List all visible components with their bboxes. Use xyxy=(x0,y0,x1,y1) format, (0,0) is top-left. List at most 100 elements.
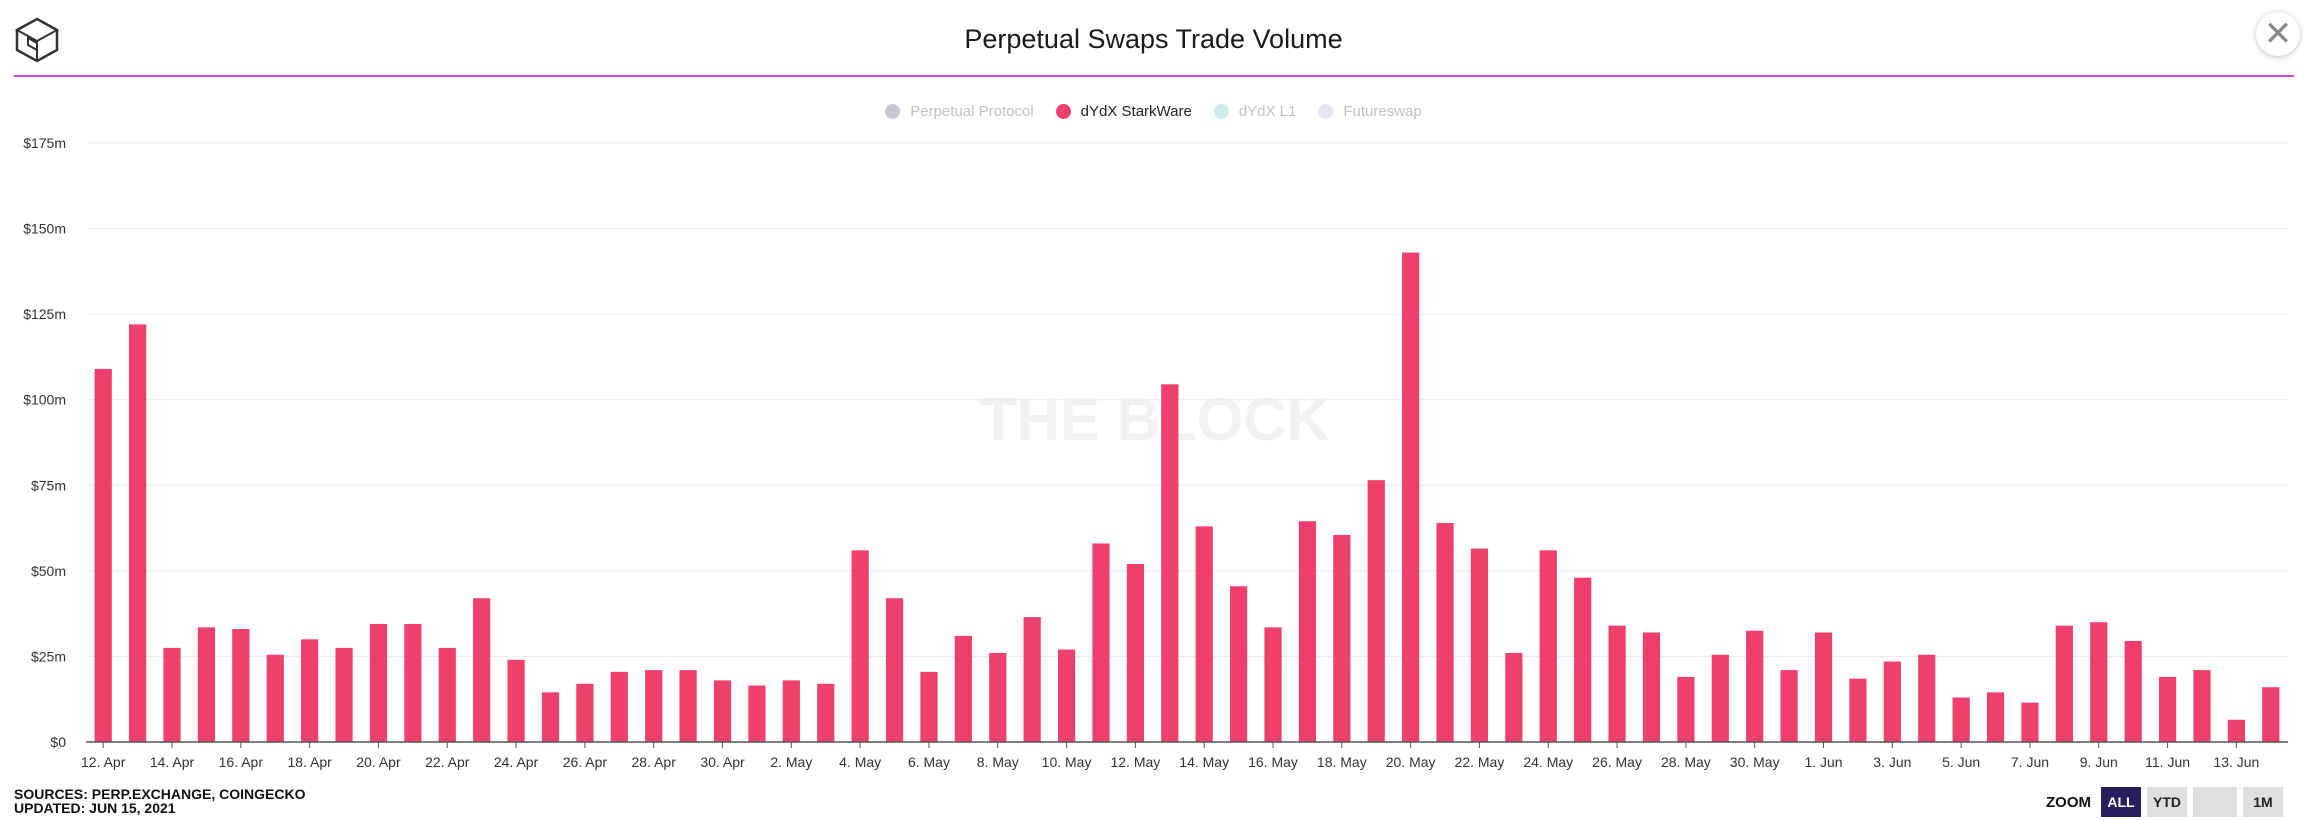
y-tick-label: $75m xyxy=(31,477,66,493)
bar xyxy=(2262,687,2280,742)
bar xyxy=(1711,654,1729,742)
y-tick-label: $150m xyxy=(23,221,66,237)
zoom-button-blank[interactable] xyxy=(2193,787,2237,817)
x-tick-label: 14. Apr xyxy=(150,754,195,770)
legend-item-dydx-l1[interactable]: dYdX L1 xyxy=(1213,103,1297,120)
legend-item-futureswap[interactable]: Futureswap xyxy=(1318,103,1422,120)
bar xyxy=(1780,670,1798,742)
bar xyxy=(197,627,216,742)
legend-label: dYdX L1 xyxy=(1238,103,1297,120)
bar xyxy=(713,680,732,742)
bar xyxy=(954,635,972,742)
y-tick-label: $50m xyxy=(31,563,66,579)
bar xyxy=(1264,627,1282,742)
x-tick-label: 5. Jun xyxy=(1942,754,1980,770)
zoom-label: ZOOM xyxy=(2046,793,2091,811)
chart-sources: SOURCES: PERP.EXCHANGE, COINGECKO UPDATE… xyxy=(14,787,305,815)
bar xyxy=(1746,630,1764,742)
updated-text: UPDATED: JUN 15, 2021 xyxy=(14,800,176,816)
bar xyxy=(1952,697,1970,742)
bar-chart: THE BLOCK $0 $25m $50m $75m $100m $125m $150m $1… xyxy=(23,135,2288,770)
bar xyxy=(1539,550,1557,742)
bar xyxy=(1608,625,1626,742)
x-tick-label: 16. May xyxy=(1248,754,1298,770)
bar xyxy=(1677,676,1695,742)
x-tick-label: 26. May xyxy=(1592,754,1642,770)
watermark-text: THE BLOCK xyxy=(980,386,1330,453)
bar xyxy=(1023,617,1041,742)
zoom-button-all[interactable]: ALL xyxy=(2101,787,2141,817)
header-divider xyxy=(14,75,2294,77)
bar xyxy=(163,647,181,742)
legend-label: Perpetual Protocol xyxy=(910,103,1034,120)
bar xyxy=(2124,641,2142,742)
x-tick-label: 24. May xyxy=(1523,754,1573,770)
x-tick-label: 22. May xyxy=(1455,754,1505,770)
bar xyxy=(2158,676,2177,742)
bar xyxy=(2227,719,2245,742)
x-tick-label: 28. Apr xyxy=(632,754,677,770)
close-button[interactable]: ✕ xyxy=(2256,12,2300,56)
x-tick-label: 28. May xyxy=(1661,754,1711,770)
bar xyxy=(1470,548,1489,742)
bar xyxy=(129,324,147,742)
legend-dot-icon xyxy=(885,104,901,119)
the-block-logo-icon[interactable] xyxy=(14,17,60,63)
bar xyxy=(438,647,456,742)
x-tick-label: 30. May xyxy=(1730,754,1780,770)
x-tick-label: 18. May xyxy=(1317,754,1367,770)
chart-title: Perpetual Swaps Trade Volume xyxy=(964,24,1343,54)
x-tick-label: 3. Jun xyxy=(1873,754,1911,770)
bar xyxy=(94,368,112,742)
x-tick-label: 26. Apr xyxy=(563,754,608,770)
bar xyxy=(1814,632,1833,742)
bar xyxy=(335,647,353,742)
bar xyxy=(610,671,628,742)
bar xyxy=(473,598,491,742)
x-tick-label: 2. May xyxy=(770,754,812,770)
zoom-button-ytd[interactable]: YTD xyxy=(2147,787,2187,817)
y-tick-label: $0 xyxy=(50,734,66,750)
legend-item-perpetual-protocol[interactable]: Perpetual Protocol xyxy=(885,103,1034,120)
bar xyxy=(1402,252,1420,742)
x-tick-label: 7. Jun xyxy=(2011,754,2049,770)
chart-legend: Perpetual Protocol dYdX StarkWare dYdX L1 F… xyxy=(0,103,2307,120)
bar xyxy=(301,639,319,742)
x-tick-label: 30. Apr xyxy=(700,754,745,770)
bar xyxy=(679,670,697,742)
bar xyxy=(404,623,422,742)
bar xyxy=(507,659,525,742)
bar xyxy=(885,598,904,742)
x-tick-label: 24. Apr xyxy=(494,754,539,770)
bar xyxy=(1126,564,1144,742)
x-tick-label: 20. May xyxy=(1386,754,1436,770)
bar xyxy=(1333,534,1351,742)
bar xyxy=(1642,632,1661,742)
legend-label: Futureswap xyxy=(1343,103,1422,120)
x-tick-label: 18. Apr xyxy=(287,754,332,770)
legend-dot-icon xyxy=(1213,104,1229,119)
legend-dot-icon xyxy=(1055,104,1071,119)
bar xyxy=(1161,384,1179,742)
bar xyxy=(1230,586,1248,742)
bar xyxy=(232,629,250,742)
bar xyxy=(541,692,560,742)
bar xyxy=(1436,522,1454,742)
bar xyxy=(266,654,284,742)
bar xyxy=(1505,653,1523,742)
bar xyxy=(1057,649,1076,742)
x-tick-label: 11. Jun xyxy=(2145,754,2190,770)
bar xyxy=(1092,543,1110,742)
bar xyxy=(851,550,869,742)
y-tick-label: $125m xyxy=(23,306,66,322)
bar xyxy=(2055,625,2073,742)
bar xyxy=(2090,622,2108,742)
bar xyxy=(1883,661,1901,742)
x-tick-label: 22. Apr xyxy=(425,754,470,770)
zoom-controls: ZOOM ALL YTD 1M xyxy=(2046,787,2283,817)
bar xyxy=(1367,480,1385,742)
bar xyxy=(989,653,1007,742)
legend-item-dydx-starkware[interactable]: dYdX StarkWare xyxy=(1055,103,1192,120)
zoom-button-1m[interactable]: 1M xyxy=(2243,787,2283,817)
x-tick-label: 16. Apr xyxy=(219,754,264,770)
